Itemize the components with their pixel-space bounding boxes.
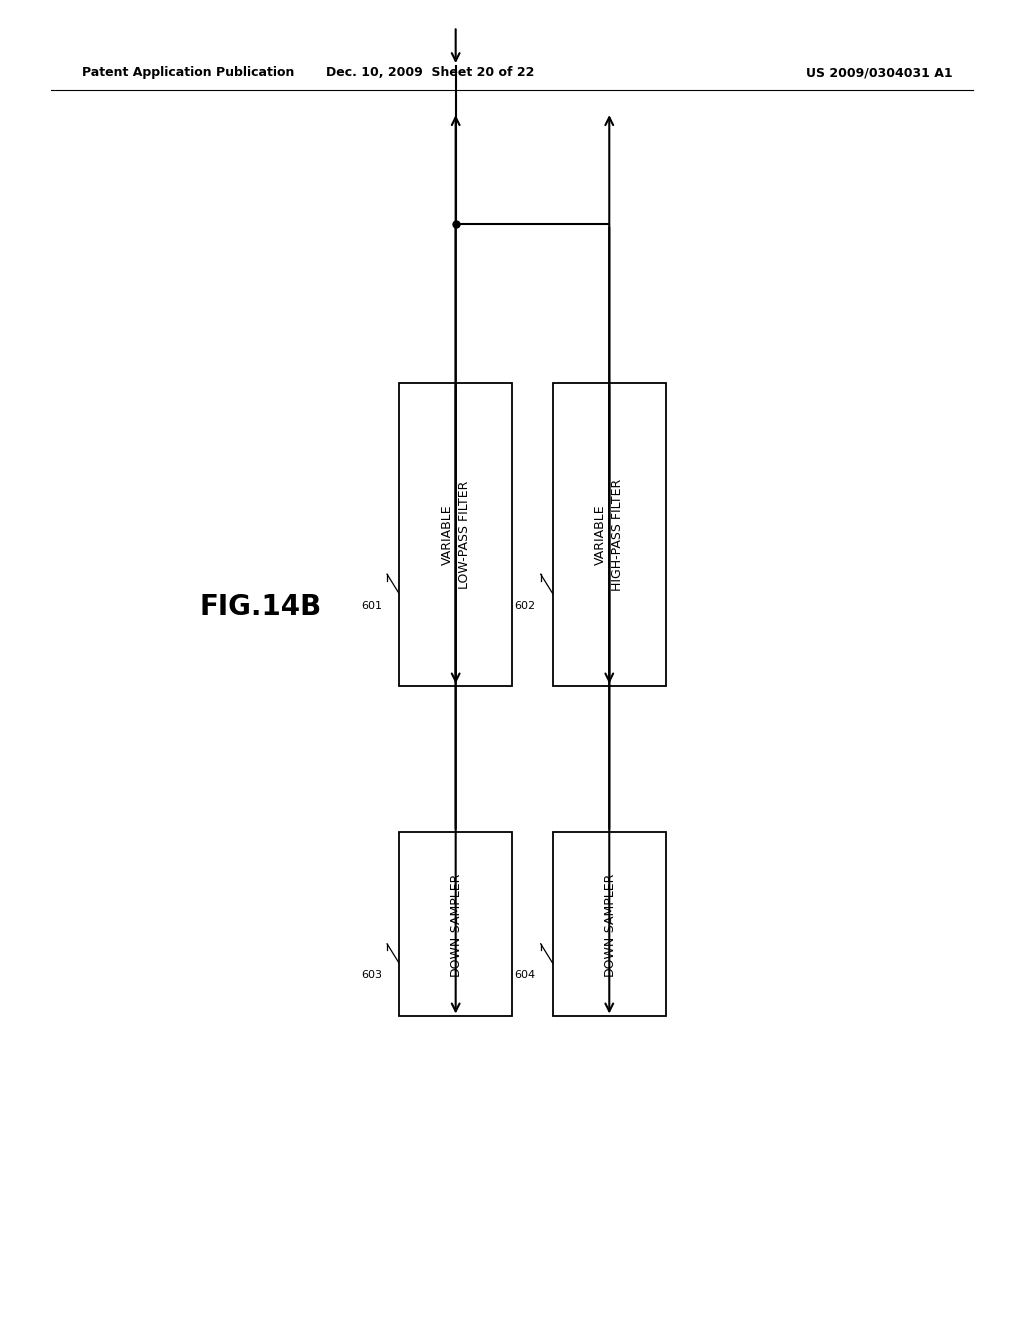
Text: DOWN-SAMPLER: DOWN-SAMPLER [450,871,462,977]
Text: 604: 604 [514,970,536,981]
Bar [399,383,512,686]
Bar [553,832,666,1016]
Text: FIG.14B: FIG.14B [200,593,322,622]
Bar [553,383,666,686]
Bar [399,832,512,1016]
Text: 601: 601 [360,601,382,611]
Text: DOWN-SAMPLER: DOWN-SAMPLER [603,871,615,977]
Text: VARIABLE
LOW-PASS FILTER: VARIABLE LOW-PASS FILTER [440,480,471,589]
Text: Dec. 10, 2009  Sheet 20 of 22: Dec. 10, 2009 Sheet 20 of 22 [326,66,535,79]
Text: VARIABLE
HIGH-PASS FILTER: VARIABLE HIGH-PASS FILTER [594,478,625,591]
Text: 603: 603 [360,970,382,981]
Text: 602: 602 [514,601,536,611]
Text: Patent Application Publication: Patent Application Publication [82,66,294,79]
Text: US 2009/0304031 A1: US 2009/0304031 A1 [806,66,952,79]
